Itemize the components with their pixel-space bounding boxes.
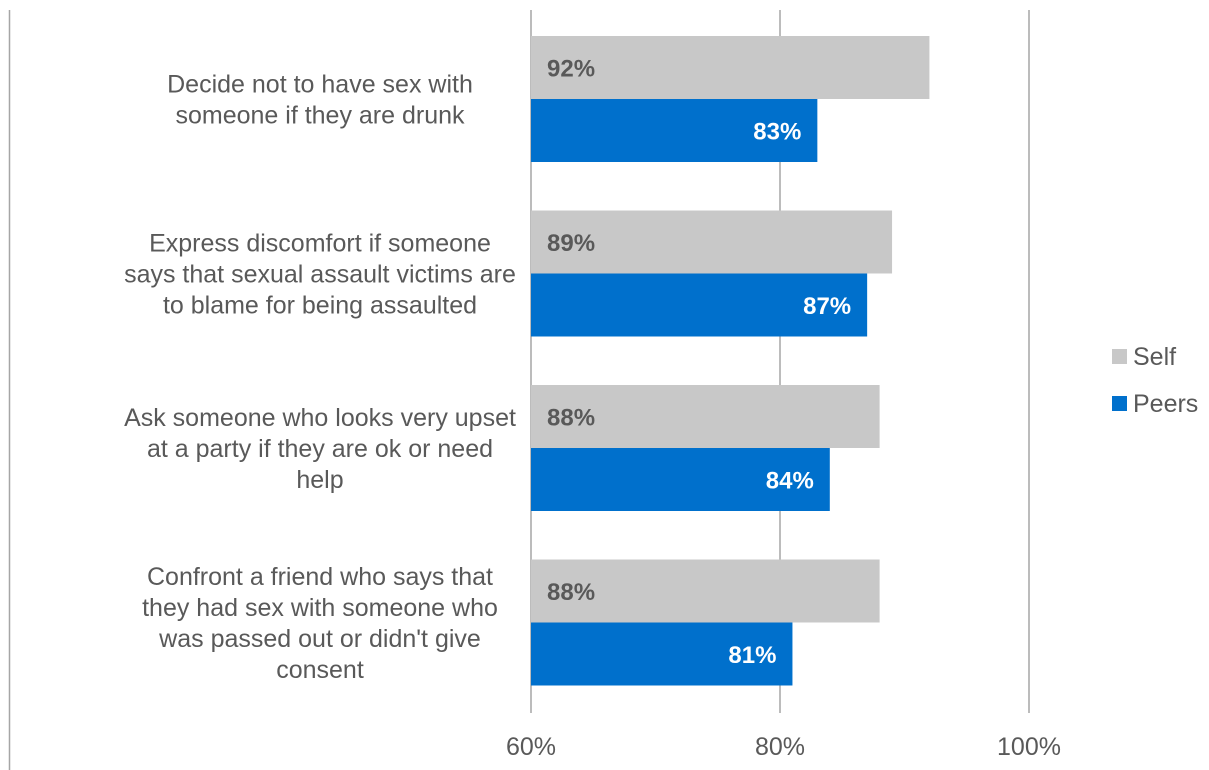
bar-peers-3 bbox=[531, 622, 793, 686]
category-label-line: someone if they are drunk bbox=[175, 102, 465, 130]
legend-label-peers: Peers bbox=[1133, 390, 1198, 418]
bar-self-3 bbox=[531, 559, 880, 623]
legend-swatch-self bbox=[1112, 349, 1127, 364]
category-label-line: to blame for being assaulted bbox=[163, 292, 477, 320]
category-label-line: they had sex with someone who bbox=[142, 594, 498, 622]
x-tick-label: 80% bbox=[755, 733, 805, 761]
data-label-peers: 84% bbox=[766, 468, 814, 495]
data-label-self: 92% bbox=[547, 56, 595, 83]
data-label-peers: 83% bbox=[753, 119, 801, 146]
legend-swatch-peers bbox=[1112, 396, 1127, 411]
data-label-self: 88% bbox=[547, 579, 595, 606]
x-tick-label: 100% bbox=[997, 733, 1061, 761]
category-label-line: Express discomfort if someone bbox=[149, 230, 491, 258]
data-label-self: 89% bbox=[547, 230, 595, 257]
bar-peers-2 bbox=[531, 448, 830, 511]
bar-self-2 bbox=[531, 385, 880, 448]
x-tick-label: 60% bbox=[506, 733, 556, 761]
legend-label-self: Self bbox=[1133, 343, 1176, 371]
category-label-line: Confront a friend who says that bbox=[147, 563, 493, 591]
category-label-line: was passed out or didn't give bbox=[158, 625, 481, 653]
category-label-line: Decide not to have sex with bbox=[167, 71, 473, 99]
bar-peers-1 bbox=[531, 273, 868, 337]
category-label-line: at a party if they are ok or need bbox=[147, 435, 493, 463]
category-label-line: help bbox=[296, 466, 343, 494]
category-label-line: Ask someone who looks very upset bbox=[124, 404, 516, 432]
data-label-self: 88% bbox=[547, 405, 595, 432]
bar-self-1 bbox=[531, 210, 893, 274]
data-label-peers: 87% bbox=[803, 293, 851, 320]
data-label-peers: 81% bbox=[728, 642, 776, 669]
category-label-line: consent bbox=[276, 656, 364, 684]
bar-self-0 bbox=[531, 36, 930, 99]
bar-peers-0 bbox=[531, 99, 818, 162]
category-label-line: says that sexual assault victims are bbox=[124, 261, 516, 289]
